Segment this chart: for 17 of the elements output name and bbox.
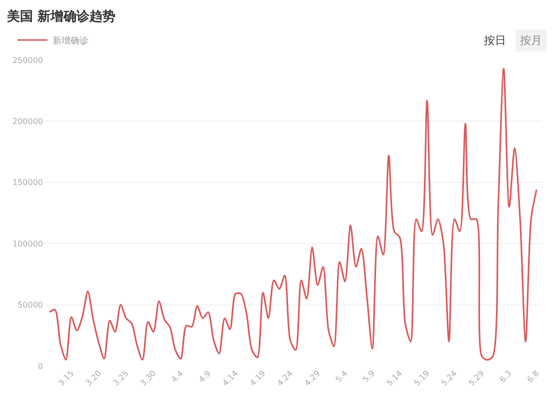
y-tick-label: 50000 [18, 300, 43, 310]
x-tick-label: 6.3 [498, 368, 514, 384]
chart-title: 美国 新增确诊趋势 [6, 8, 116, 25]
x-tick-label: 4.9 [197, 368, 212, 384]
y-tick-label: 250000 [12, 56, 43, 65]
line-series [48, 68, 538, 361]
y-tick-label: 0 [38, 362, 43, 371]
text: 按日 [484, 34, 506, 47]
x-tick-label: 5.4 [334, 368, 350, 384]
text: 按月 [520, 34, 542, 47]
legend-label: 新增确诊 [52, 36, 88, 47]
y-tick-label: 200000 [12, 117, 43, 126]
x-tick-label: 4.4 [170, 368, 186, 384]
x-tick-label: 6.8 [525, 368, 541, 384]
y-tick-label: 100000 [12, 239, 43, 248]
x-tick-label: 5.9 [361, 368, 377, 384]
y-tick-label: 150000 [12, 178, 43, 188]
